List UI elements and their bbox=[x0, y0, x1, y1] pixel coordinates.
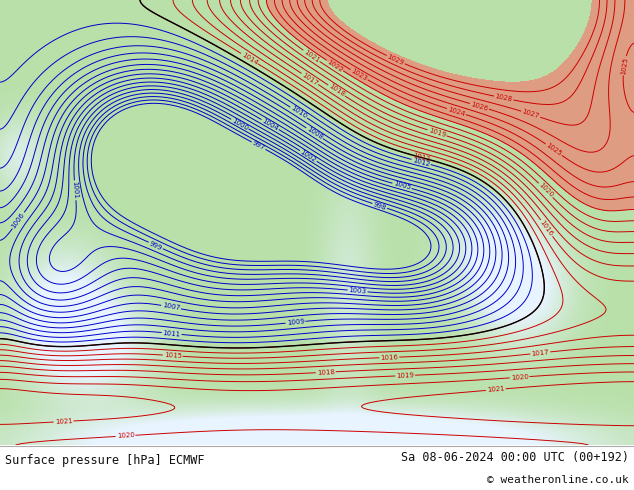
Text: 1012: 1012 bbox=[411, 157, 430, 167]
Text: 1026: 1026 bbox=[470, 101, 489, 112]
Text: 1004: 1004 bbox=[261, 118, 280, 132]
Text: 1017: 1017 bbox=[301, 72, 319, 86]
Text: 1003: 1003 bbox=[348, 287, 366, 295]
Text: 1020: 1020 bbox=[537, 182, 554, 199]
Text: Sa 08-06-2024 00:00 UTC (00+192): Sa 08-06-2024 00:00 UTC (00+192) bbox=[401, 451, 629, 464]
Text: 1027: 1027 bbox=[521, 109, 540, 120]
Text: 1022: 1022 bbox=[326, 58, 344, 73]
Text: 1006: 1006 bbox=[11, 212, 26, 229]
Text: 998: 998 bbox=[372, 201, 387, 211]
Text: 1019: 1019 bbox=[427, 127, 446, 139]
Text: 1017: 1017 bbox=[531, 349, 550, 357]
Text: 1013: 1013 bbox=[412, 152, 430, 163]
Text: 1018: 1018 bbox=[316, 369, 335, 376]
Text: 1020: 1020 bbox=[117, 432, 134, 440]
Text: 1021: 1021 bbox=[55, 418, 73, 425]
Text: 1016: 1016 bbox=[539, 219, 554, 237]
Text: 1009: 1009 bbox=[287, 318, 305, 326]
Text: 1001: 1001 bbox=[72, 181, 79, 199]
Text: 1020: 1020 bbox=[510, 374, 529, 381]
Text: 997: 997 bbox=[251, 140, 266, 151]
Text: 1008: 1008 bbox=[306, 126, 324, 141]
Text: Surface pressure [hPa] ECMWF: Surface pressure [hPa] ECMWF bbox=[5, 454, 205, 467]
Text: © weatheronline.co.uk: © weatheronline.co.uk bbox=[487, 475, 629, 485]
Text: 1011: 1011 bbox=[162, 330, 181, 337]
Text: 1005: 1005 bbox=[392, 181, 411, 191]
Text: 1010: 1010 bbox=[290, 105, 308, 120]
Text: 1023: 1023 bbox=[350, 68, 368, 82]
Text: 1007: 1007 bbox=[162, 302, 181, 312]
Text: 1019: 1019 bbox=[396, 372, 414, 379]
Text: 1025: 1025 bbox=[620, 56, 628, 75]
Text: 1000: 1000 bbox=[231, 117, 249, 131]
Text: 1028: 1028 bbox=[495, 94, 513, 103]
Text: 1029: 1029 bbox=[386, 53, 405, 66]
Text: 1024: 1024 bbox=[447, 106, 466, 117]
Text: 1021: 1021 bbox=[487, 386, 505, 393]
Text: 999: 999 bbox=[148, 240, 163, 251]
Text: 1016: 1016 bbox=[380, 354, 398, 361]
Text: 1018: 1018 bbox=[327, 83, 346, 98]
Text: 1025: 1025 bbox=[545, 142, 563, 157]
Text: 1015: 1015 bbox=[164, 352, 182, 359]
Text: 1002: 1002 bbox=[299, 148, 318, 163]
Text: 1014: 1014 bbox=[240, 51, 259, 66]
Text: 1021: 1021 bbox=[302, 49, 321, 64]
